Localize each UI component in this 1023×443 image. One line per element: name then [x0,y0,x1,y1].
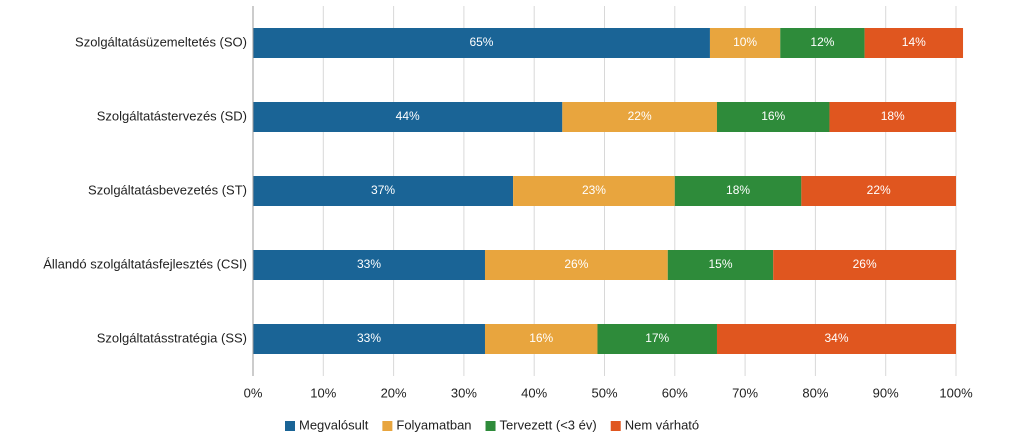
value-label: 26% [853,257,877,271]
value-label: 37% [371,183,395,197]
bar-segment [253,176,514,206]
value-label: 33% [357,257,381,271]
x-tick-label: 0% [244,385,263,400]
bar-segment [716,324,956,354]
value-label: 12% [810,35,834,49]
bar-segment [484,250,668,280]
bar-segment [864,28,964,58]
value-label: 10% [733,35,757,49]
value-label: 18% [726,183,750,197]
value-label: 15% [708,257,732,271]
bar-segment [773,250,956,280]
y-tick-label: Szolgáltatásüzemeltetés (SO) [75,34,247,49]
y-tick-label: Szolgáltatásstratégia (SS) [97,330,247,345]
y-tick-label: Szolgáltatástervezés (SD) [97,108,247,123]
value-label: 16% [529,331,553,345]
value-label: 65% [469,35,493,49]
bar-segment [667,250,774,280]
bar-segment [801,176,956,206]
bar-segment [716,102,830,132]
x-tick-label: 80% [802,385,828,400]
value-label: 14% [902,35,926,49]
y-tick-label: Szolgáltatásbevezetés (ST) [88,182,247,197]
legend-label: Megvalósult [299,417,369,432]
bar-segment [253,102,563,132]
bar-segment [829,102,956,132]
legend-label: Folyamatban [396,417,471,432]
bar-segment [562,102,717,132]
legend-swatch [285,421,295,431]
legend-swatch [610,421,621,431]
bar-segment [253,28,710,58]
value-label: 16% [761,109,785,123]
bar-segment [513,176,675,206]
value-label: 22% [628,109,652,123]
bar-segment [709,28,781,58]
legend-swatch [485,421,496,431]
value-label: 44% [396,109,420,123]
bar-segment [253,324,485,354]
x-tick-label: 60% [662,385,688,400]
bar-segment [780,28,865,58]
x-tick-label: 70% [732,385,758,400]
x-tick-label: 50% [591,385,617,400]
y-tick-label: Állandó szolgáltatásfejlesztés (CSI) [43,256,247,271]
x-tick-label: 10% [310,385,336,400]
legend-label: Nem várható [625,417,699,432]
x-tick-label: 20% [381,385,407,400]
value-label: 22% [867,183,891,197]
bar-segment [484,324,598,354]
value-label: 34% [824,331,848,345]
legend-label: Tervezett (<3 év) [500,417,597,432]
bar-segment [253,250,485,280]
x-tick-label: 30% [451,385,477,400]
value-label: 18% [881,109,905,123]
value-label: 17% [645,331,669,345]
x-tick-label: 90% [873,385,899,400]
value-label: 33% [357,331,381,345]
x-tick-label: 40% [521,385,547,400]
bar-segment [674,176,802,206]
bar-segment [597,324,717,354]
value-label: 23% [582,183,606,197]
value-label: 26% [564,257,588,271]
legend-swatch [382,421,393,431]
x-tick-label: 100% [939,385,973,400]
